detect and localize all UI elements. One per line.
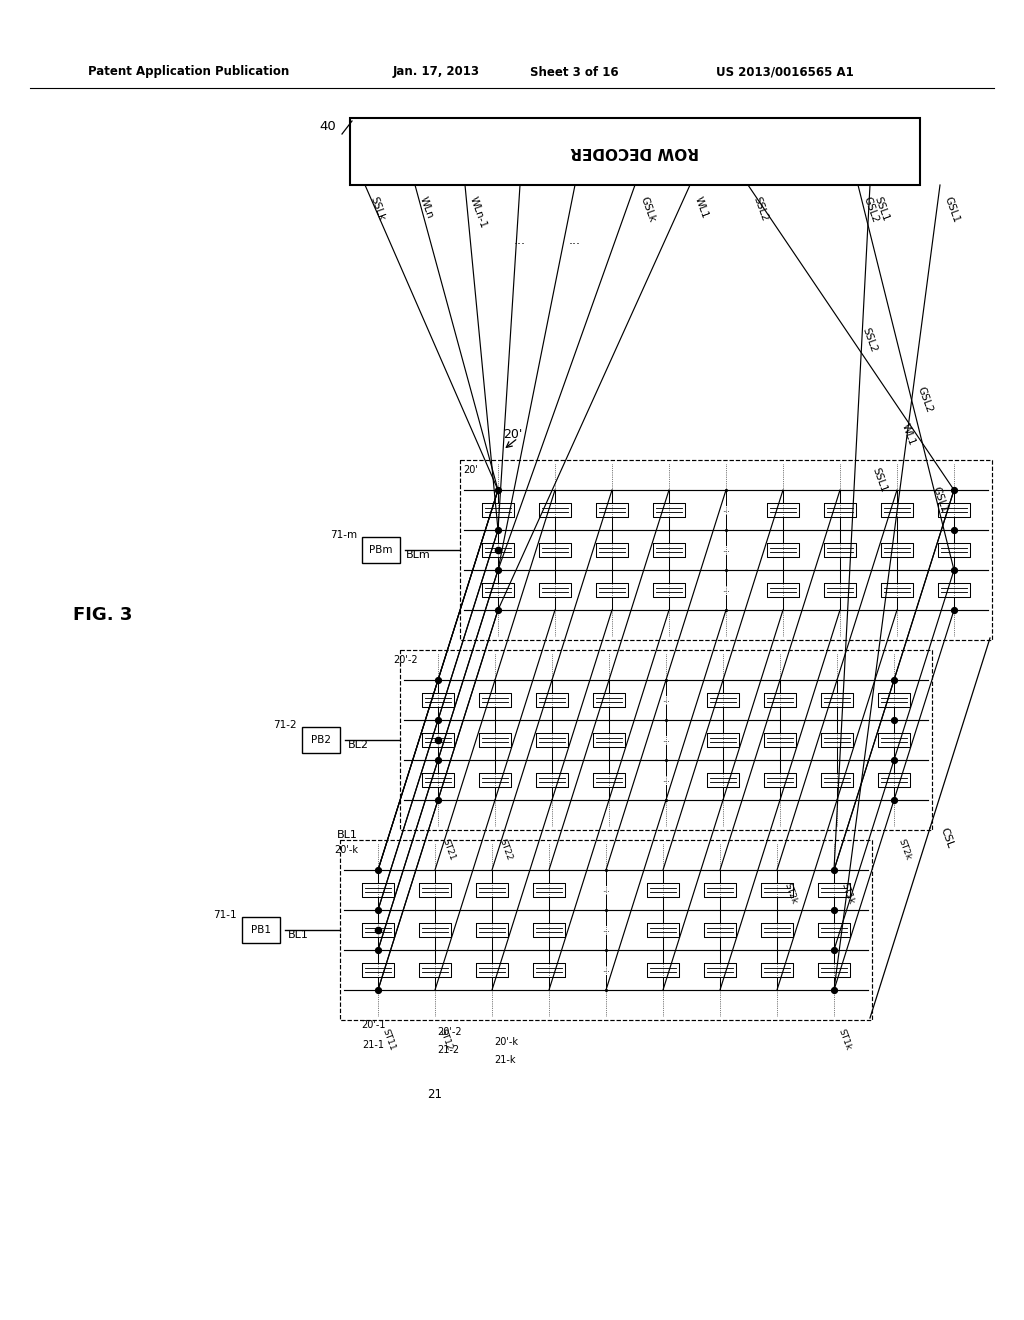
Text: 20'-2: 20'-2 [437,1027,462,1038]
Text: 20': 20' [504,429,522,441]
Text: GSL2: GSL2 [861,195,880,224]
Text: 20'-1: 20'-1 [360,1020,385,1030]
Text: GSL1: GSL1 [942,195,961,224]
Text: PB2: PB2 [311,735,331,744]
Text: US 2013/0016565 A1: US 2013/0016565 A1 [716,66,854,78]
Text: SSL1: SSL1 [871,466,889,494]
Text: Jan. 17, 2013: Jan. 17, 2013 [393,66,480,78]
FancyBboxPatch shape [362,537,400,564]
Text: ST1k: ST1k [839,882,855,906]
Text: ST11: ST11 [380,1028,396,1052]
Text: 21: 21 [427,1089,442,1101]
Text: 21-1: 21-1 [362,1040,384,1049]
Text: PB1: PB1 [251,925,271,935]
Text: FIG. 3: FIG. 3 [73,606,132,624]
Text: ST12: ST12 [437,1028,454,1052]
Text: ...: ... [663,776,670,784]
Text: ...: ... [663,696,670,705]
Text: ...: ... [663,735,670,744]
Text: ST2k: ST2k [896,838,912,862]
Bar [350,117,920,185]
Text: BL1: BL1 [288,931,308,940]
Text: PBm: PBm [370,545,393,554]
Text: ST22: ST22 [497,838,513,862]
Text: SSL2: SSL2 [861,326,879,354]
Text: 20'-k: 20'-k [494,1038,518,1047]
Text: ST1k: ST1k [836,1028,852,1052]
Text: Sheet 3 of 16: Sheet 3 of 16 [530,66,618,78]
Text: 21-2: 21-2 [437,1045,459,1055]
Text: WL1: WL1 [899,422,916,447]
Text: 21-k: 21-k [494,1055,515,1065]
Text: ROW DECODER: ROW DECODER [570,144,699,158]
Text: GSL1: GSL1 [931,486,949,515]
Text: BL2: BL2 [347,741,369,750]
Text: 20'-k: 20'-k [334,845,358,855]
Text: BL1: BL1 [337,830,358,840]
Text: 20'-2: 20'-2 [393,655,418,665]
Text: ...: ... [602,925,610,935]
Text: GSLk: GSLk [638,195,656,223]
Text: 71-2: 71-2 [273,719,297,730]
Text: ...: ... [569,234,581,247]
Text: 71-1: 71-1 [213,909,237,920]
Text: 20': 20' [463,465,478,475]
Text: SSL1: SSL1 [872,195,890,223]
Text: Patent Application Publication: Patent Application Publication [88,66,289,78]
Text: BLm: BLm [406,550,430,560]
Text: ...: ... [602,886,610,895]
Text: ...: ... [722,545,730,554]
Text: WLn: WLn [418,195,435,219]
Text: 71-m: 71-m [330,531,357,540]
Text: WLn-1: WLn-1 [468,195,488,230]
Text: ST21: ST21 [440,838,456,862]
Text: CSL: CSL [938,826,954,850]
Text: GSL2: GSL2 [915,385,934,414]
Text: SSLk: SSLk [368,195,386,222]
Text: ...: ... [514,234,526,247]
FancyBboxPatch shape [302,727,340,752]
Text: ST2k: ST2k [782,882,798,906]
Text: ...: ... [602,965,610,974]
Text: 40: 40 [319,120,336,132]
FancyBboxPatch shape [242,917,280,942]
Text: ...: ... [722,586,730,594]
Text: ...: ... [722,506,730,515]
Text: SSL2: SSL2 [751,195,769,223]
Text: WL1: WL1 [693,195,710,219]
